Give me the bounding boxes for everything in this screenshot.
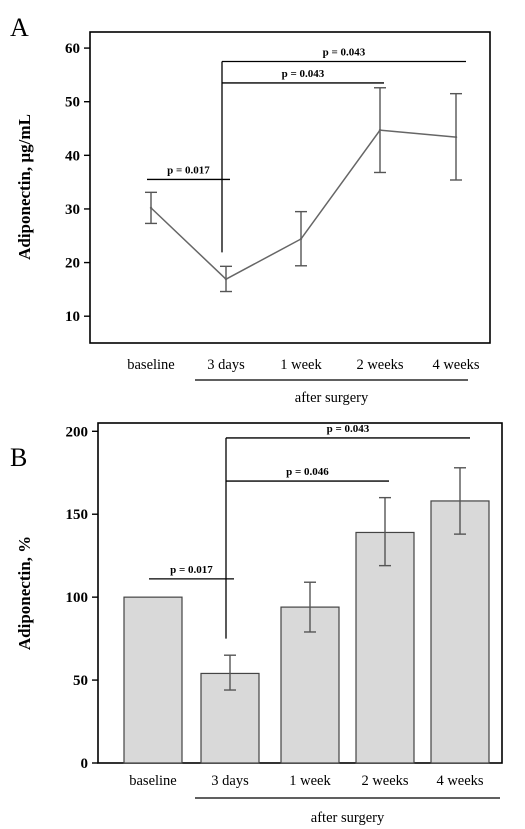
y-tick-label: 10: [65, 309, 80, 325]
y-tick-label: 60: [65, 41, 80, 57]
y-tick-label: 30: [65, 202, 80, 218]
x-tick-label: 1 week: [289, 773, 331, 789]
plot-frame: [89, 31, 491, 344]
y-tick-label: 50: [73, 673, 88, 689]
x-tick-label: 3 days: [211, 773, 249, 789]
y-axis-label: Adiponectin, µg/mL: [15, 114, 34, 260]
p-value-label: p = 0.043: [282, 68, 325, 80]
x-tick-label: 1 week: [280, 357, 322, 373]
data-point: [299, 237, 303, 241]
x-tick-label: 4 weeks: [432, 357, 479, 373]
x-tick-label: baseline: [127, 357, 175, 373]
x-tick-label: 3 days: [207, 357, 245, 373]
panel-letter: B: [10, 443, 27, 472]
y-tick-label: 150: [66, 507, 89, 523]
panel-letter: A: [10, 13, 29, 42]
y-tick-label: 200: [66, 424, 89, 440]
p-value-label: p = 0.017: [167, 164, 210, 176]
data-point: [224, 277, 228, 281]
x-tick-label: baseline: [129, 773, 177, 789]
bar: [430, 500, 490, 764]
data-point: [454, 135, 458, 139]
panel-b: B 0 50 100 150 200 Adiponectin, % p = 0.017 p = …: [10, 422, 503, 826]
bar: [355, 531, 415, 764]
x-tick-label: 2 weeks: [361, 773, 408, 789]
y-tick-label: 0: [81, 756, 89, 772]
x-axis-label: after surgery: [311, 810, 385, 826]
x-axis-label: after surgery: [295, 390, 369, 406]
bar: [123, 596, 183, 764]
panel-a: A 10 20 30 40 50 60 Adiponectin, µg/mL p = 0.017…: [10, 13, 491, 406]
p-value-label: p = 0.043: [327, 423, 370, 435]
data-point: [149, 206, 153, 210]
y-tick-label: 50: [65, 95, 80, 111]
series-line: [150, 129, 457, 281]
y-axis-label: Adiponectin, %: [15, 536, 34, 650]
y-tick-label: 100: [66, 590, 89, 606]
x-tick-label: 2 weeks: [356, 357, 403, 373]
p-value-label: p = 0.043: [323, 46, 366, 58]
y-tick-label: 40: [65, 148, 80, 164]
bar: [280, 606, 340, 764]
data-point: [378, 128, 382, 132]
y-tick-label: 20: [65, 256, 80, 272]
x-tick-label: 4 weeks: [436, 773, 483, 789]
p-value-label: p = 0.046: [286, 466, 329, 478]
p-value-label: p = 0.017: [170, 564, 213, 576]
